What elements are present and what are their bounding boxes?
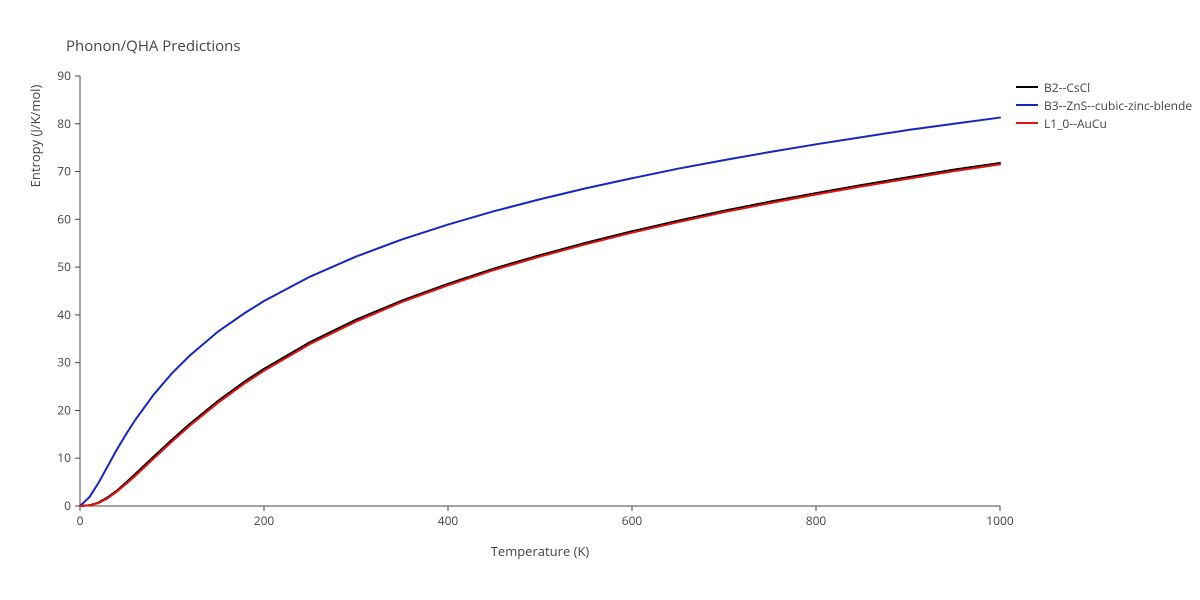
y-tick-label: 20 <box>57 401 71 418</box>
plot-area[interactable]: 0 200 400 600 800 1000 0 10 20 30 40 50 60 70 80 90 <box>40 36 1040 546</box>
legend-label: B3--ZnS--cubic-zinc-blende <box>1044 97 1192 114</box>
legend[interactable]: B2--CsClB3--ZnS--cubic-zinc-blendeL1_0--… <box>1016 78 1192 132</box>
y-tick-label: 90 <box>57 67 71 84</box>
x-tick-label: 600 <box>622 512 643 529</box>
chart-container: { "chart": { "type": "line", "title": "P… <box>0 0 1200 600</box>
series-line[interactable] <box>80 163 1000 506</box>
legend-swatch <box>1016 86 1038 88</box>
legend-label: B2--CsCl <box>1044 79 1090 96</box>
legend-swatch <box>1016 104 1038 106</box>
x-axis-label: Temperature (K) <box>80 542 1000 560</box>
x-tick-label: 200 <box>254 512 275 529</box>
legend-label: L1_0--AuCu <box>1044 115 1107 132</box>
legend-item[interactable]: B2--CsCl <box>1016 78 1192 96</box>
x-tick-label: 400 <box>438 512 459 529</box>
y-tick-label: 50 <box>57 258 71 275</box>
y-tick-label: 60 <box>57 210 71 227</box>
y-tick-label: 30 <box>57 354 71 371</box>
series-line[interactable] <box>80 164 1000 506</box>
x-tick-label: 800 <box>806 512 827 529</box>
x-tick-label: 1000 <box>986 512 1014 529</box>
legend-swatch <box>1016 122 1038 124</box>
y-tick-label: 70 <box>57 163 71 180</box>
series-line[interactable] <box>80 118 1000 506</box>
y-tick-label: 0 <box>64 497 71 514</box>
y-tick-label: 10 <box>57 449 71 466</box>
y-axis-label: Entropy (J/K/mol) <box>26 0 44 351</box>
legend-item[interactable]: L1_0--AuCu <box>1016 114 1192 132</box>
legend-item[interactable]: B3--ZnS--cubic-zinc-blende <box>1016 96 1192 114</box>
y-tick-label: 80 <box>57 115 71 132</box>
y-tick-label: 40 <box>57 306 71 323</box>
x-tick-label: 0 <box>77 512 84 529</box>
